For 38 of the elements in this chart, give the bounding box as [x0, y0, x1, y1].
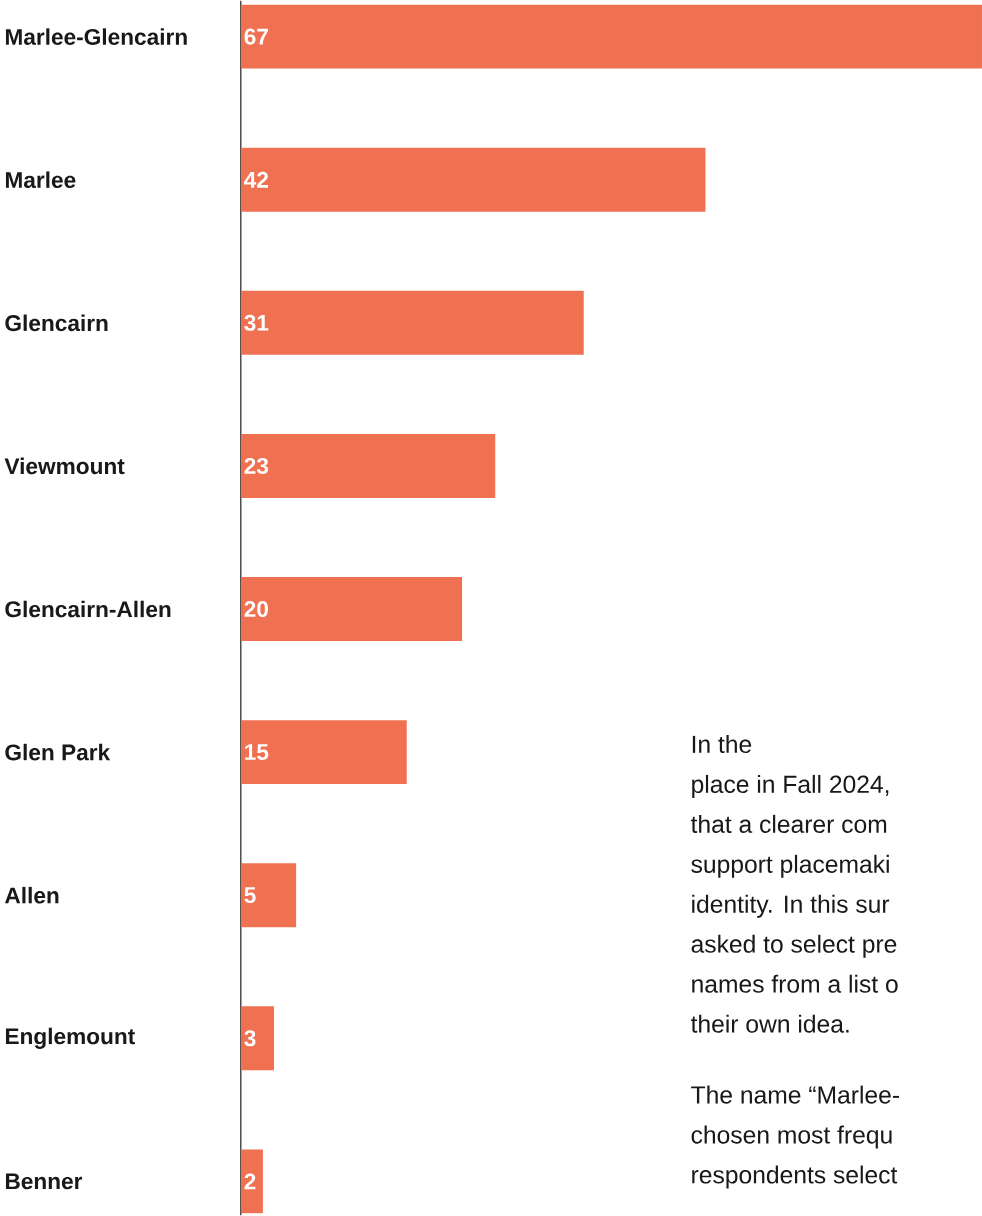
bar: [240, 720, 407, 785]
y-tick-label: Glencairn-Allen: [5, 600, 171, 618]
data-label: 23: [244, 457, 269, 474]
y-tick-label: Allen: [5, 886, 59, 904]
bar: [240, 1006, 274, 1071]
y-tick-label: Marlee-Glencairn: [5, 28, 187, 45]
data-label: 67: [244, 28, 268, 45]
data-label: 42: [244, 171, 268, 188]
data-label: 5: [244, 887, 256, 904]
data-label: 15: [245, 744, 269, 761]
data-label: 31: [244, 314, 269, 331]
annotation: chosen most frequ: [691, 1125, 892, 1149]
y-tick-label: Benner: [5, 1173, 83, 1190]
bar: [240, 433, 496, 498]
annotation: their own idea.: [690, 1014, 849, 1033]
annotation: that a clearer com: [690, 814, 887, 833]
data-label: 2: [244, 1173, 256, 1190]
bar: [240, 1149, 263, 1214]
annotation: place in Fall 2024,: [692, 774, 889, 798]
y-tick-label: Glencairn: [5, 314, 108, 332]
annotation: support placemaki: [691, 854, 889, 878]
annotation: In the: [692, 734, 752, 754]
bar: [240, 4, 982, 69]
y-tick-label: Marlee: [5, 171, 76, 189]
bar: [240, 290, 584, 355]
y-tick-label: Viewmount: [4, 457, 125, 475]
annotation: identity. In this sur: [692, 894, 890, 918]
data-label: 20: [244, 600, 268, 618]
bar: [240, 577, 463, 641]
bar: [240, 147, 706, 212]
bar: [240, 863, 297, 928]
annotation: names from a list o: [692, 974, 898, 993]
y-tick-label: Englemount: [5, 1027, 135, 1049]
annotation: asked to select pre: [691, 934, 897, 958]
y-tick-label: Glen Park: [5, 743, 111, 761]
annotation: The name “Marlee-: [691, 1085, 899, 1104]
annotation: respondents select: [692, 1165, 898, 1189]
data-label: 3: [244, 1030, 256, 1047]
